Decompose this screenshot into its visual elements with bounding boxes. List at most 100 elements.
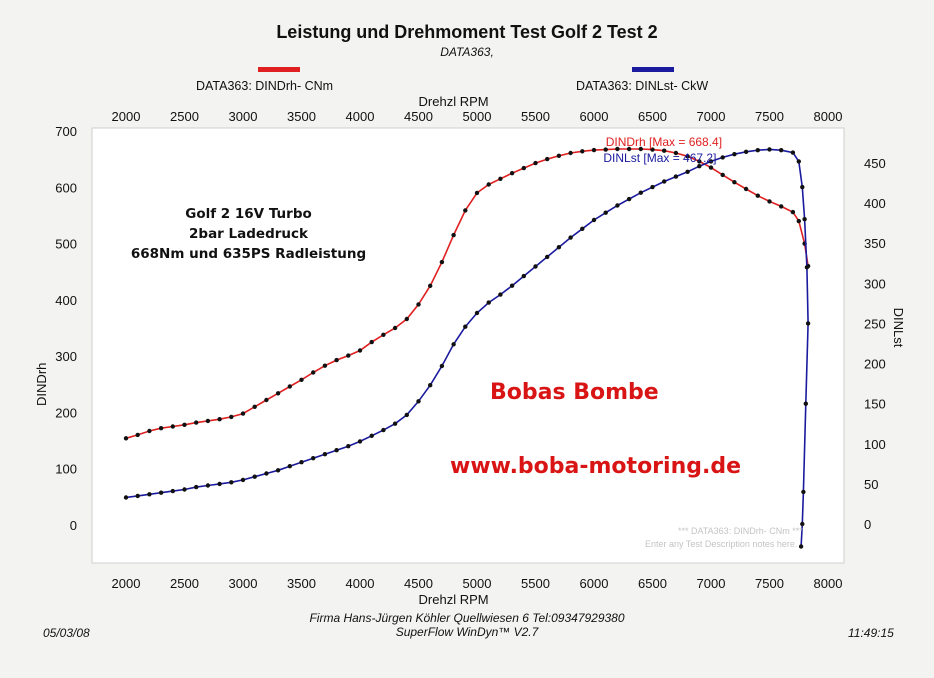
legend-swatch-power — [632, 67, 674, 72]
y-right-tick-label: 50 — [864, 477, 878, 492]
data-point-power — [217, 481, 222, 487]
y-axis-label-left: DINDrh — [34, 363, 49, 406]
y-right-tick-label: 300 — [864, 276, 886, 291]
data-point-power — [545, 254, 550, 260]
watermark-line-2: Enter any Test Description notes here. — [645, 539, 798, 549]
data-point-power — [275, 468, 281, 473]
data-point-torque — [615, 146, 620, 152]
data-point-power — [568, 235, 573, 240]
data-point-power — [802, 217, 807, 222]
data-point-power — [381, 427, 386, 433]
data-point-torque — [673, 150, 679, 156]
data-point-torque — [275, 391, 281, 396]
data-point-power — [615, 203, 620, 208]
x-tick-label-top: 4000 — [346, 109, 375, 124]
x-tick-label-bottom: 2500 — [170, 576, 199, 591]
data-point-power — [240, 477, 246, 483]
data-point-power — [229, 480, 234, 485]
data-point-power — [626, 196, 632, 202]
data-point-power — [662, 179, 667, 184]
data-point-power — [404, 412, 409, 418]
data-point-torque — [603, 147, 608, 152]
data-point-torque — [779, 204, 784, 209]
y-right-tick-label: 0 — [864, 517, 871, 532]
data-point-torque — [580, 149, 585, 154]
x-tick-label-bottom: 4000 — [346, 576, 375, 591]
x-tick-label-top: 3000 — [229, 109, 258, 124]
y-left-tick-label: 100 — [55, 462, 77, 477]
y-right-tick-label: 450 — [864, 156, 886, 171]
data-point-torque — [311, 370, 316, 375]
data-point-torque — [123, 436, 129, 441]
x-tick-label-bottom: 6000 — [580, 576, 609, 591]
x-tick-label-top: 8000 — [814, 109, 843, 124]
y-left-tick-label: 400 — [55, 293, 77, 308]
data-point-torque — [796, 218, 801, 224]
data-point-power — [591, 217, 597, 223]
x-tick-label-top: 2500 — [170, 109, 199, 124]
data-point-power — [556, 245, 562, 250]
x-axis-label-bottom: Drehzl RPM — [419, 592, 489, 607]
data-point-power — [498, 292, 503, 297]
data-point-torque — [392, 325, 398, 331]
data-point-torque — [439, 259, 445, 265]
data-point-power — [205, 483, 211, 488]
watermark-line-1: *** DATA363: DINDrh- CNm *** — [678, 526, 803, 536]
data-point-torque — [463, 208, 468, 213]
data-point-power — [439, 363, 445, 369]
data-point-torque — [170, 424, 175, 429]
data-point-power — [521, 273, 526, 279]
note-line-3: 668Nm und 635PS Radleistung — [130, 246, 367, 262]
data-point-torque — [685, 154, 690, 159]
chart-subtitle: DATA363, — [440, 45, 494, 59]
promo-box: Bobas Bombe www.boba-motoring.de — [442, 374, 770, 515]
data-point-torque — [194, 420, 199, 425]
y-left-tick-label: 0 — [70, 518, 77, 533]
x-tick-label-bottom: 6500 — [638, 576, 667, 591]
data-point-torque — [416, 302, 421, 307]
legend-item-power — [632, 67, 674, 72]
x-tick-label-top: 5000 — [463, 109, 492, 124]
data-point-power — [697, 164, 702, 169]
data-point-torque — [767, 199, 772, 204]
data-point-torque — [240, 411, 246, 416]
x-tick-label-top: 7000 — [697, 109, 726, 124]
data-point-power — [170, 488, 175, 494]
data-point-power — [801, 489, 806, 495]
footer-software: SuperFlow WinDyn™ V2.7 — [395, 625, 539, 639]
x-axis-label-top: Drehzl RPM — [419, 94, 489, 109]
data-point-power — [463, 324, 468, 329]
data-point-power — [123, 495, 129, 500]
data-point-torque — [381, 332, 386, 337]
legend-label-torque: DATA363: DINDrh- CNm — [196, 79, 334, 93]
data-point-torque — [755, 193, 760, 198]
data-point-torque — [708, 165, 714, 170]
data-point-torque — [591, 147, 597, 153]
data-point-power — [194, 484, 199, 490]
y-left-tick-label: 300 — [55, 349, 77, 364]
data-point-torque — [252, 404, 257, 409]
data-point-power — [798, 544, 804, 549]
data-point-power — [416, 399, 421, 404]
data-point-torque — [404, 316, 409, 322]
data-point-torque — [626, 146, 632, 152]
data-point-torque — [428, 283, 433, 288]
x-tick-label-bottom: 7000 — [697, 576, 726, 591]
x-tick-label-bottom: 7500 — [755, 576, 784, 591]
y-right-tick-label: 400 — [864, 196, 886, 211]
data-point-torque — [568, 150, 573, 156]
data-point-torque — [357, 348, 363, 353]
data-point-torque — [498, 176, 503, 181]
data-point-torque — [509, 171, 515, 176]
data-point-torque — [662, 148, 667, 153]
data-point-power — [803, 401, 808, 406]
y-axis-label-right: DINLst — [891, 308, 906, 348]
data-point-power — [428, 383, 433, 388]
data-point-power — [346, 444, 351, 449]
x-tick-label-bottom: 5500 — [521, 576, 550, 591]
note-box: Golf 2 16V Turbo 2bar Ladedruck 668Nm un… — [123, 201, 374, 296]
promo-title: Bobas Bombe — [490, 380, 659, 405]
y-left-tick-label: 600 — [55, 180, 77, 195]
x-tick-label-top: 7500 — [755, 109, 784, 124]
note-line-1: Golf 2 16V Turbo — [185, 206, 312, 222]
